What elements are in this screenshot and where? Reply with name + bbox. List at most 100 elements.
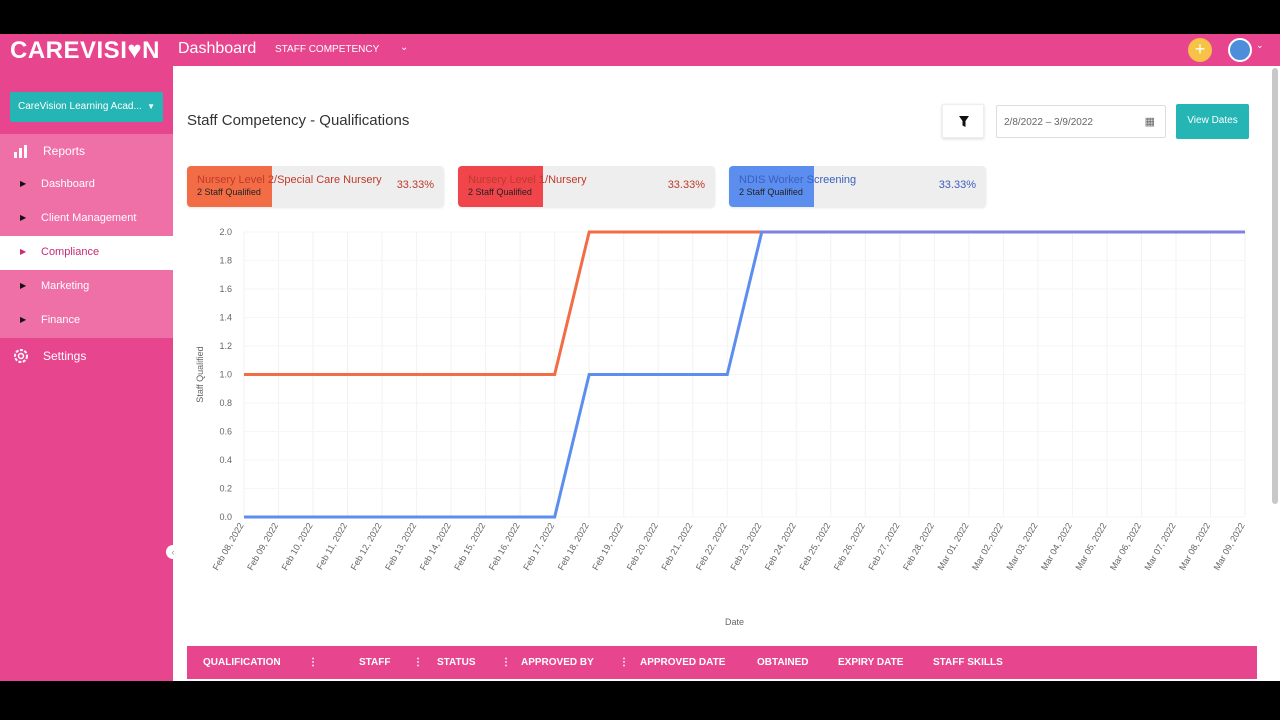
card-percentage: 33.33% <box>667 179 705 191</box>
x-tick-label: Feb 25, 2022 <box>797 521 832 572</box>
carevision-logo[interactable]: CAREVISI♥N <box>10 37 160 64</box>
add-button[interactable]: + <box>1188 38 1212 62</box>
user-avatar[interactable] <box>1228 38 1252 62</box>
qualifications-line-chart: 0.0 0.2 0.4 0.6 0.8 1.0 1.2 1.4 1.6 1.8 2.0 Feb 08,… <box>195 227 1247 627</box>
x-tick-label: Mar 04, 2022 <box>1039 521 1074 572</box>
x-tick-label: Feb 13, 2022 <box>383 521 418 572</box>
card-qualification-name: Nursery Level 2/Special Care Nursery <box>197 174 382 186</box>
sidebar-item-finance[interactable]: ▶ Finance <box>0 304 173 338</box>
card-percentage: 33.33% <box>396 179 434 191</box>
x-tick-label: Feb 16, 2022 <box>487 521 522 572</box>
app-window: CAREVISI♥N Dashboard STAFF COMPETENCY ⌄ … <box>0 34 1280 681</box>
filter-button[interactable] <box>942 104 984 138</box>
column-menu-icon[interactable]: ⋮ <box>619 657 629 668</box>
x-tick-label: Feb 14, 2022 <box>418 521 453 572</box>
caret-down-icon: ▼ <box>147 102 155 111</box>
x-tick-label: Mar 03, 2022 <box>1004 521 1039 572</box>
x-tick-label: Feb 22, 2022 <box>694 521 729 572</box>
column-header[interactable]: STATUS <box>437 657 476 668</box>
column-header[interactable]: QUALIFICATION <box>203 657 281 668</box>
column-menu-icon[interactable]: ⋮ <box>413 657 423 668</box>
x-tick-label: Feb 26, 2022 <box>832 521 867 572</box>
sidebar-item-reports[interactable]: Reports <box>0 134 173 168</box>
x-axis-label: Date <box>725 617 744 627</box>
organization-select[interactable]: CareVision Learning Acad... ▼ <box>10 92 163 122</box>
x-tick-label: Mar 09, 2022 <box>1212 521 1247 572</box>
collapse-sidebar-button[interactable]: ‹ <box>166 545 180 559</box>
date-range-value: 2/8/2022 – 3/9/2022 <box>1004 117 1093 128</box>
y-tick-label: 0.0 <box>219 512 232 522</box>
gear-icon <box>14 349 28 363</box>
y-axis-label: Staff Qualified <box>195 346 205 402</box>
qualification-card[interactable]: Nursery Level 1/Nursery 2 Staff Qualified… <box>458 166 715 207</box>
sidebar-item-settings[interactable]: Settings <box>0 339 173 373</box>
card-progress-fill <box>187 166 272 207</box>
sidebar-item-marketing[interactable]: ▶ Marketing <box>0 270 173 304</box>
sidebar-item-client-management[interactable]: ▶ Client Management <box>0 202 173 236</box>
sidebar-item-label: Client Management <box>41 212 137 224</box>
x-tick-label: Feb 27, 2022 <box>866 521 901 572</box>
column-header[interactable]: APPROVED BY <box>521 657 594 668</box>
column-header[interactable]: STAFF <box>359 657 391 668</box>
card-qualification-name: NDIS Worker Screening <box>739 174 857 186</box>
x-tick-label: Mar 01, 2022 <box>935 521 970 572</box>
dashboard-title: Dashboard <box>178 40 257 57</box>
x-tick-label: Mar 05, 2022 <box>1073 521 1108 572</box>
x-tick-label: Feb 18, 2022 <box>556 521 591 572</box>
column-header[interactable]: STAFF SKILLS <box>933 657 1003 668</box>
sidebar-item-label: Compliance <box>41 246 100 258</box>
x-tick-label: Feb 10, 2022 <box>280 521 315 572</box>
column-header[interactable]: EXPIRY DATE <box>838 657 904 668</box>
chevron-down-icon[interactable]: ⌄ <box>1256 40 1264 50</box>
x-tick-label: Mar 08, 2022 <box>1177 521 1212 572</box>
filter-icon <box>959 116 969 127</box>
top-bar: CAREVISI♥N Dashboard STAFF COMPETENCY ⌄ … <box>0 34 1280 66</box>
sidebar-item-compliance[interactable]: ▶ Compliance <box>0 236 173 270</box>
x-tick-label: Feb 12, 2022 <box>349 521 384 572</box>
sidebar-item-dashboard[interactable]: ▶ Dashboard <box>0 168 173 202</box>
sidebar-item-label: Dashboard <box>41 178 95 190</box>
y-tick-label: 1.4 <box>219 313 232 323</box>
chart-icon <box>14 145 27 158</box>
section-dropdown[interactable]: STAFF COMPETENCY <box>275 44 380 55</box>
sidebar-item-label: Finance <box>41 314 81 326</box>
x-tick-label: Mar 02, 2022 <box>970 521 1005 572</box>
sidebar: CareVision Learning Acad... ▼ Reports ▶ … <box>0 66 173 681</box>
card-percentage: 33.33% <box>938 179 976 191</box>
y-tick-label: 0.4 <box>219 455 232 465</box>
column-menu-icon[interactable]: ⋮ <box>308 657 318 668</box>
sidebar-item-label: Reports <box>43 144 86 158</box>
caret-right-icon: ▶ <box>20 281 27 290</box>
chevron-down-icon[interactable]: ⌄ <box>400 42 409 53</box>
card-progress-fill <box>458 166 543 207</box>
page-scrollbar[interactable] <box>1272 68 1278 504</box>
y-tick-label: 0.2 <box>219 484 232 494</box>
card-staff-count: 2 Staff Qualified <box>197 187 261 197</box>
x-tick-label: Feb 11, 2022 <box>314 521 349 571</box>
view-dates-button[interactable]: View Dates <box>1176 104 1249 139</box>
qualification-card[interactable]: NDIS Worker Screening 2 Staff Qualified 33… <box>729 166 986 207</box>
y-tick-label: 2.0 <box>219 227 232 237</box>
x-tick-label: Feb 15, 2022 <box>452 521 487 572</box>
card-progress-fill <box>729 166 814 207</box>
column-header[interactable]: APPROVED DATE <box>640 657 726 668</box>
y-tick-label: 0.6 <box>219 427 232 437</box>
date-range-input[interactable]: 2/8/2022 – 3/9/2022 ▦ <box>996 105 1166 138</box>
sidebar-item-label: Marketing <box>41 280 90 292</box>
calendar-icon[interactable]: ▦ <box>1144 116 1155 128</box>
x-tick-label: Feb 09, 2022 <box>245 521 280 572</box>
y-tick-label: 1.8 <box>219 256 232 266</box>
column-header[interactable]: OBTAINED <box>757 657 809 668</box>
card-staff-count: 2 Staff Qualified <box>468 187 532 197</box>
y-tick-label: 1.0 <box>219 370 232 380</box>
caret-right-icon: ▶ <box>20 247 27 256</box>
x-tick-label: Mar 07, 2022 <box>1143 521 1178 572</box>
organization-select-label: CareVision Learning Acad... <box>18 101 142 112</box>
x-tick-label: Feb 28, 2022 <box>901 521 936 572</box>
x-tick-label: Feb 19, 2022 <box>590 521 625 572</box>
column-menu-icon[interactable]: ⋮ <box>501 657 511 668</box>
card-staff-count: 2 Staff Qualified <box>739 187 803 197</box>
y-tick-label: 1.6 <box>219 284 232 294</box>
qualification-card[interactable]: Nursery Level 2/Special Care Nursery 2 St… <box>187 166 444 207</box>
y-tick-label: 0.8 <box>219 398 232 408</box>
